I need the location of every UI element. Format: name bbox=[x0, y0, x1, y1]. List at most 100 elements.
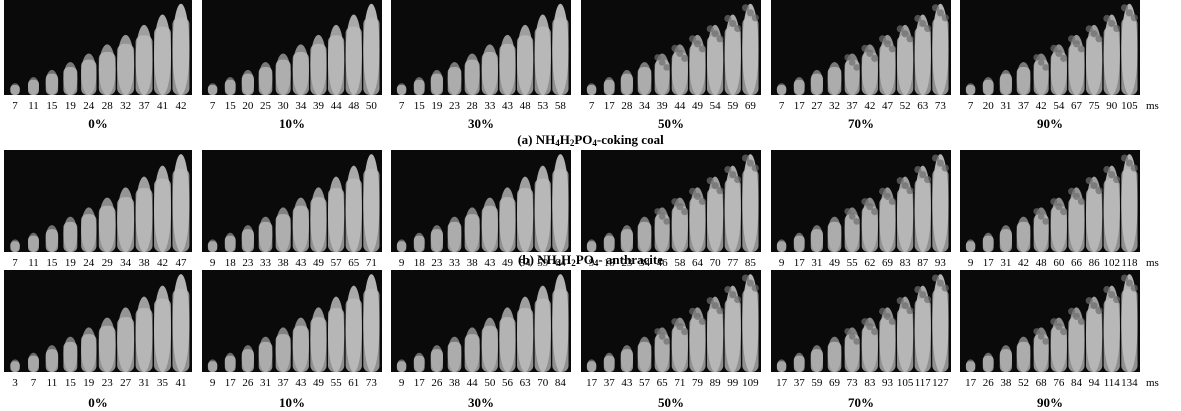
flame-core bbox=[154, 26, 171, 95]
flame-core bbox=[1086, 35, 1103, 95]
flame-photo bbox=[960, 270, 1140, 372]
time-tick-label: 33 bbox=[484, 100, 496, 112]
concentration-label: 50% bbox=[658, 395, 684, 410]
flame-core bbox=[552, 288, 569, 372]
time-unit-label: ms bbox=[1146, 257, 1159, 269]
flame-core bbox=[776, 241, 787, 252]
flame-core bbox=[982, 355, 994, 372]
smoke-puff bbox=[853, 218, 861, 225]
flame-core bbox=[586, 84, 597, 95]
smoke-puff bbox=[663, 218, 671, 225]
smoke-puff bbox=[658, 333, 666, 340]
smoke-puff bbox=[1050, 198, 1058, 206]
smoke-puff bbox=[1103, 285, 1111, 294]
time-tick-label: 26 bbox=[431, 377, 443, 389]
time-tick-label: 57 bbox=[639, 377, 651, 389]
smoke-puff bbox=[888, 317, 896, 325]
flame-photo bbox=[771, 0, 951, 95]
smoke-puff bbox=[1042, 218, 1050, 225]
time-tick-label: 41 bbox=[157, 100, 168, 112]
flame-core bbox=[517, 307, 534, 372]
time-tick-label: 90 bbox=[1106, 100, 1118, 112]
flame-core bbox=[481, 51, 498, 95]
time-tick-label: 38 bbox=[1000, 377, 1012, 389]
flame-core bbox=[603, 235, 615, 252]
smoke-puff bbox=[1042, 64, 1050, 71]
flame-core bbox=[1050, 325, 1067, 372]
flame-core bbox=[932, 168, 949, 252]
time-tick-label: 67 bbox=[1070, 100, 1082, 112]
flame-core bbox=[932, 17, 949, 95]
smoke-puff bbox=[706, 297, 714, 305]
caption-part: (b) NH bbox=[518, 252, 557, 267]
smoke-puff bbox=[1042, 338, 1050, 345]
smoke-puff bbox=[663, 64, 671, 71]
time-tick-label: 84 bbox=[554, 377, 566, 389]
time-tick-label: 93 bbox=[934, 257, 946, 269]
time-tick-label: 31 bbox=[138, 377, 150, 389]
flame-core bbox=[481, 325, 498, 372]
smoke-puff bbox=[724, 285, 732, 294]
flame-core bbox=[396, 241, 407, 252]
row-caption: (a) NH4H2PO4-coking coal bbox=[0, 132, 1181, 148]
flame-core bbox=[707, 187, 724, 252]
concentration-label: 10% bbox=[279, 116, 305, 131]
flame-core bbox=[965, 84, 976, 95]
time-tick-label: 17 bbox=[793, 100, 805, 112]
caption-part: 4 bbox=[556, 258, 562, 268]
time-tick-label: 73 bbox=[934, 100, 946, 112]
time-tick-label: 93 bbox=[881, 377, 893, 389]
smoke-puff bbox=[1085, 25, 1093, 33]
caption-part: 2 bbox=[571, 258, 576, 268]
flame-core bbox=[517, 187, 534, 252]
time-tick-label: 64 bbox=[554, 257, 566, 269]
smoke-puff bbox=[879, 307, 887, 315]
flame-core bbox=[430, 73, 443, 95]
smoke-puff bbox=[919, 290, 927, 299]
smoke-puff bbox=[906, 307, 914, 315]
smoke-puff bbox=[724, 14, 732, 23]
flame-core bbox=[345, 178, 362, 252]
flame-core bbox=[603, 79, 615, 95]
flame-core bbox=[742, 288, 759, 372]
smoke-puff bbox=[1130, 14, 1138, 22]
time-tick-label: 11 bbox=[28, 100, 39, 112]
time-tick-label: 20 bbox=[242, 100, 254, 112]
time-tick-label: 37 bbox=[846, 100, 858, 112]
time-tick-label: 27 bbox=[120, 377, 132, 389]
flame-photo bbox=[202, 270, 382, 372]
concentration-label: 90% bbox=[1037, 395, 1063, 410]
flame-core bbox=[241, 73, 254, 95]
smoke-puff bbox=[1077, 197, 1085, 205]
smoke-puff bbox=[689, 187, 697, 195]
flame-photo bbox=[391, 0, 571, 95]
concentration-label: 50% bbox=[658, 116, 684, 131]
flame-core bbox=[620, 73, 633, 95]
time-tick-label: 114 bbox=[1103, 377, 1120, 389]
smoke-puff bbox=[658, 59, 666, 66]
time-tick-label: 41 bbox=[175, 377, 187, 389]
row-caption: (b) NH4H2PO4- anthracite bbox=[0, 252, 1181, 268]
smoke-puff bbox=[1060, 208, 1068, 216]
flame-core bbox=[689, 43, 706, 95]
flame-core bbox=[534, 178, 551, 252]
flame-core bbox=[28, 235, 39, 252]
flame-core bbox=[879, 197, 896, 252]
time-tick-label: 23 bbox=[621, 257, 633, 269]
smoke-puff bbox=[906, 35, 914, 43]
time-tick-label: 49 bbox=[691, 100, 703, 112]
smoke-puff bbox=[693, 192, 702, 200]
flame-core bbox=[999, 349, 1012, 372]
smoke-puff bbox=[654, 328, 661, 335]
smoke-puff bbox=[931, 4, 940, 12]
smoke-puff bbox=[1120, 4, 1129, 12]
smoke-puff bbox=[1033, 208, 1040, 215]
smoke-puff bbox=[1077, 317, 1085, 325]
flame-core bbox=[897, 35, 914, 95]
time-tick-label: 59 bbox=[537, 257, 549, 269]
flame-core bbox=[207, 361, 218, 372]
smoke-puff bbox=[914, 165, 922, 174]
flame-core bbox=[1016, 341, 1031, 372]
time-tick-label: 70 bbox=[709, 257, 721, 269]
time-tick-label: 31 bbox=[260, 377, 272, 389]
